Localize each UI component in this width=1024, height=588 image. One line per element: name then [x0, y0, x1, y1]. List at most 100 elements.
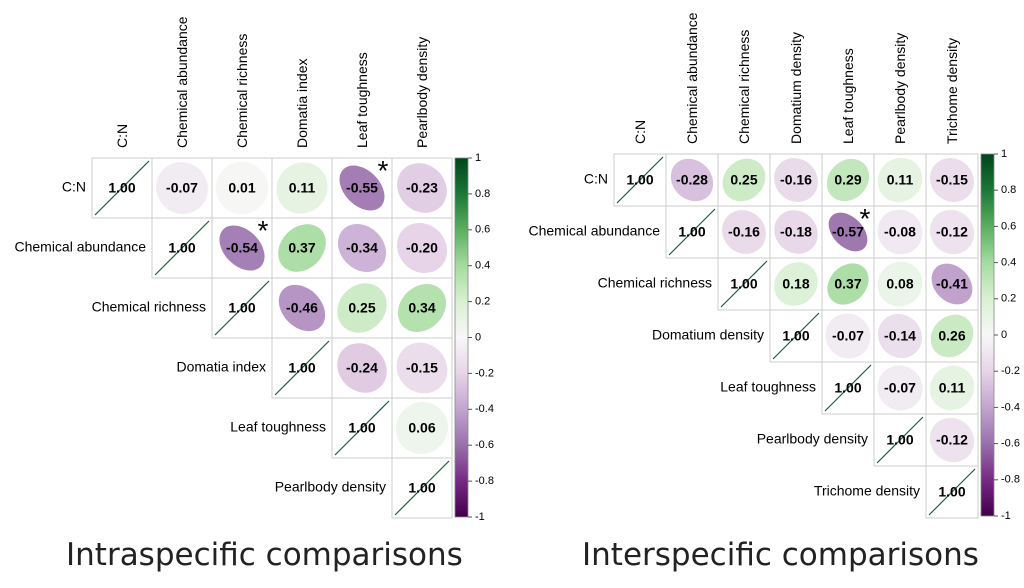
colorbar-tick-label: 0	[1001, 329, 1007, 341]
correlation-ellipse	[276, 162, 328, 214]
correlation-cell: 0.34	[391, 277, 453, 339]
correlation-value: 0.06	[408, 420, 435, 436]
diagonal-line	[274, 340, 330, 396]
correlation-value: 0.29	[834, 172, 861, 188]
correlation-value: 0.37	[834, 276, 861, 292]
correlation-ellipse	[339, 165, 385, 211]
colorbar-tick-label: 0	[475, 331, 481, 343]
correlation-ellipse	[774, 262, 818, 306]
correlation-cell: 0.11	[271, 157, 333, 219]
correlation-value: 1.00	[886, 432, 913, 448]
correlation-value: 0.11	[887, 172, 914, 188]
correlation-value: -0.15	[406, 360, 438, 376]
correlation-value: -0.28	[676, 172, 708, 188]
correlation-value: -0.41	[936, 276, 968, 292]
colorbar-tick-label: -1	[1001, 510, 1011, 522]
correlation-ellipse	[774, 158, 818, 202]
interspecific-title: Interspecific comparisons	[582, 537, 979, 573]
correlation-cell: 0.25	[331, 277, 393, 339]
correlation-ellipse	[397, 283, 447, 333]
correlation-value: 1.00	[168, 240, 195, 256]
diagonal-cell: 1.00	[769, 309, 823, 363]
correlation-value: -0.55	[346, 180, 378, 196]
colorbar-tick-label: -0.2	[475, 367, 494, 379]
correlation-value: 0.01	[228, 180, 255, 196]
correlation-value: 0.08	[886, 276, 913, 292]
correlation-cell: -0.15	[391, 337, 453, 399]
correlation-value: -0.07	[832, 328, 864, 344]
row-label: Chemical abundance	[14, 239, 146, 255]
correlation-cell: -0.07	[151, 157, 213, 219]
correlation-ellipse	[395, 401, 449, 455]
correlation-cell: -0.23	[391, 157, 453, 219]
correlation-ellipse	[215, 161, 269, 215]
diagonal-cell: 1.00	[271, 337, 333, 399]
correlation-value: 1.00	[108, 180, 135, 196]
colorbar-tick-label: 0.4	[475, 260, 490, 272]
correlation-cell: 0.08	[873, 257, 927, 311]
correlation-value: -0.23	[406, 180, 438, 196]
diagonal-cell: 1.00	[331, 397, 393, 459]
correlation-ellipse	[877, 365, 923, 411]
correlation-ellipse	[931, 263, 973, 305]
row-label: Leaf toughness	[230, 419, 326, 435]
correlation-ellipse	[722, 210, 766, 254]
correlation-cell: 0.29	[821, 153, 875, 207]
correlation-value: -0.24	[346, 360, 378, 376]
correlation-cell: -0.24	[331, 337, 393, 399]
correlation-ellipse	[397, 163, 447, 213]
correlation-value: -0.07	[166, 180, 198, 196]
colorbar-tick-label: -0.2	[1001, 365, 1020, 377]
correlation-value: 1.00	[678, 224, 705, 240]
correlation-ellipse	[337, 283, 387, 333]
correlation-value: -0.57	[832, 224, 864, 240]
colorbar: 1 0.8 0.6 0.4 0.2 0 -0.2 -0.4 -0.6 -0.8 -1	[980, 148, 1020, 522]
column-label: Trichome density	[944, 38, 960, 144]
correlation-ellipse	[929, 365, 975, 411]
correlation-ellipse	[877, 313, 923, 359]
correlation-ellipse	[156, 162, 208, 214]
column-label: Chemical abundance	[684, 12, 700, 144]
significance-asterisk: *	[258, 215, 269, 246]
correlation-cell: -0.07	[821, 309, 875, 363]
correlation-ellipse	[722, 158, 766, 202]
diagonal-line	[876, 416, 924, 464]
colorbar-gradient	[980, 153, 995, 517]
diagonal-cell: 1.00	[665, 205, 719, 259]
correlation-value: -0.54	[226, 240, 258, 256]
correlation-value: 0.11	[289, 180, 316, 196]
colorbar-gradient	[454, 157, 469, 518]
colorbar-tick-label: 1	[1001, 148, 1007, 160]
correlation-value: -0.20	[406, 240, 438, 256]
correlation-ellipse	[929, 417, 975, 463]
correlation-cell: 0.01	[211, 157, 273, 219]
colorbar-tick-label: -1	[475, 511, 485, 523]
correlation-cell: -0.20	[391, 217, 453, 279]
correlation-ellipse	[877, 261, 923, 307]
diagonal-line	[824, 364, 872, 412]
correlation-ellipse	[828, 212, 868, 252]
diagonal-line	[94, 160, 150, 216]
correlation-cell: -0.14	[873, 309, 927, 363]
correlation-cell: -0.28	[665, 153, 719, 207]
correlation-value: -0.18	[780, 224, 812, 240]
correlation-cell: 0.26	[925, 309, 979, 363]
diagonal-cell: 1.00	[873, 413, 927, 467]
correlation-value: -0.12	[936, 224, 968, 240]
correlation-value: 1.00	[938, 484, 965, 500]
colorbar-tick-label: 0.2	[1001, 293, 1016, 305]
correlation-ellipse	[670, 158, 714, 202]
colorbar-tick-label: 0.4	[1001, 257, 1016, 269]
colorbar-tick-label: -0.8	[475, 475, 494, 487]
colorbar: 1 0.8 0.6 0.4 0.2 0 -0.2 -0.4 -0.6 -0.8 -1	[454, 152, 494, 523]
correlation-cell: 0.37	[271, 217, 333, 279]
column-label: Domatium density	[788, 32, 804, 144]
diagonal-line	[720, 260, 768, 308]
diagonal-cell: 1.00	[717, 257, 771, 311]
column-label: Leaf toughness	[840, 48, 856, 144]
significance-asterisk: *	[860, 203, 871, 234]
correlation-ellipse	[396, 222, 448, 274]
diagonal-line	[928, 468, 976, 516]
intraspecific-correlation-panel: C:NC:N 1.00 -0.07 0.01 0.11 -0.55*-0.23Chemic…	[14, 16, 494, 523]
column-label: Chemical abundance	[174, 16, 190, 148]
